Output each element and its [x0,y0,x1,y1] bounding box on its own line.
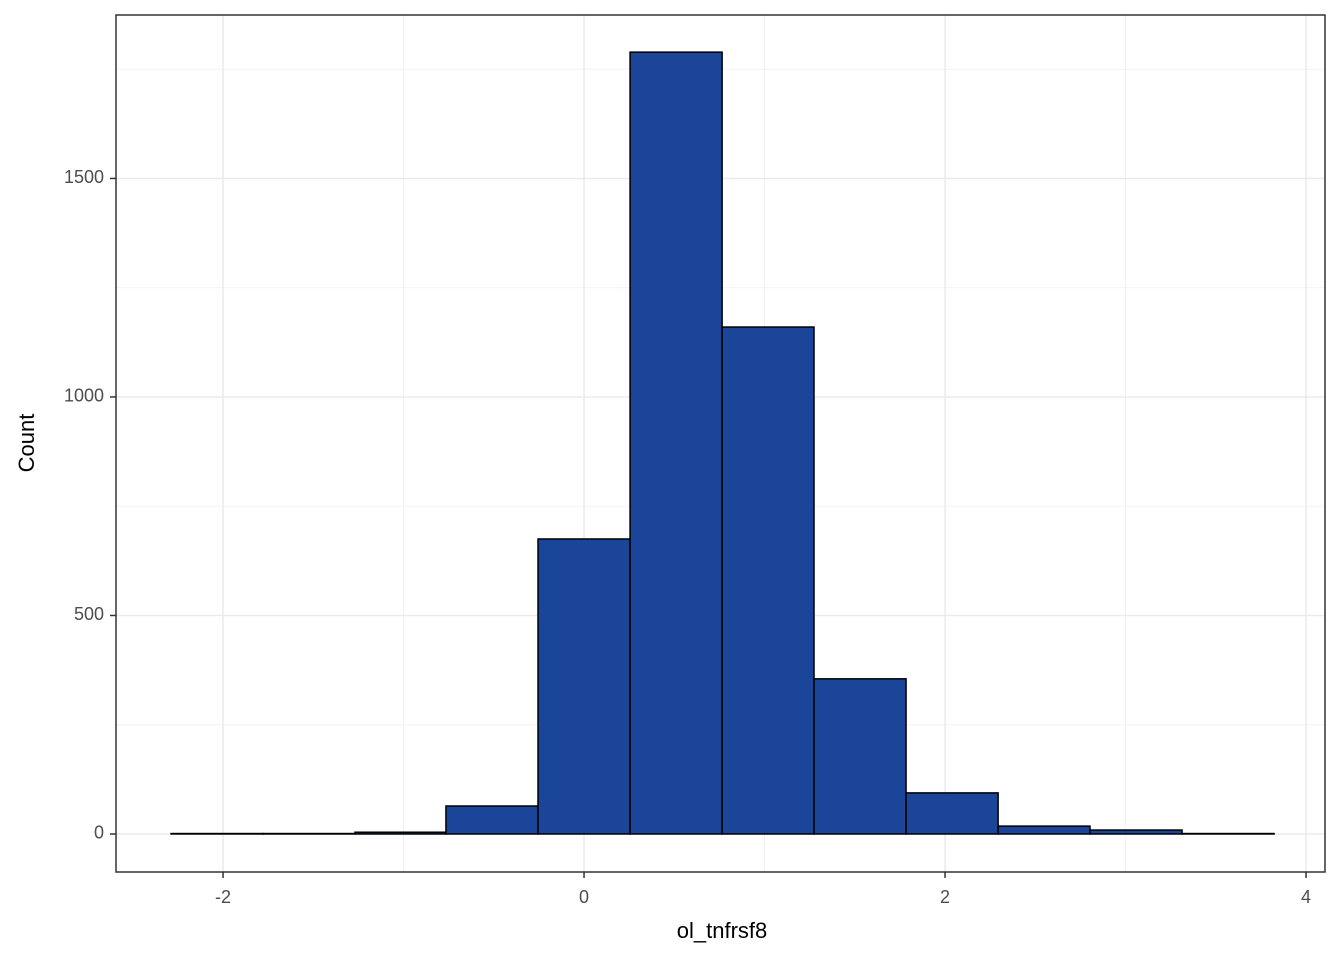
y-tick-label: 1000 [64,386,104,406]
bar [354,831,447,835]
bar [1089,829,1183,835]
bar [445,805,539,835]
bar [629,51,723,835]
bar [905,792,999,835]
y-axis-title: Count [14,414,39,473]
x-tick-label: 0 [579,887,589,907]
bar [997,825,1091,835]
x-tick-label: 2 [940,887,950,907]
bar [813,678,907,835]
bar [721,326,815,835]
x-tick-label: 4 [1301,887,1311,907]
y-tick-label: 500 [74,604,104,624]
y-tick-label: 0 [94,823,104,843]
x-axis-title: ol_tnfrsf8 [677,918,768,943]
y-tick-label: 1500 [64,167,104,187]
bar [537,538,631,835]
panel-border [115,14,1326,873]
x-tick-label: -2 [215,887,231,907]
